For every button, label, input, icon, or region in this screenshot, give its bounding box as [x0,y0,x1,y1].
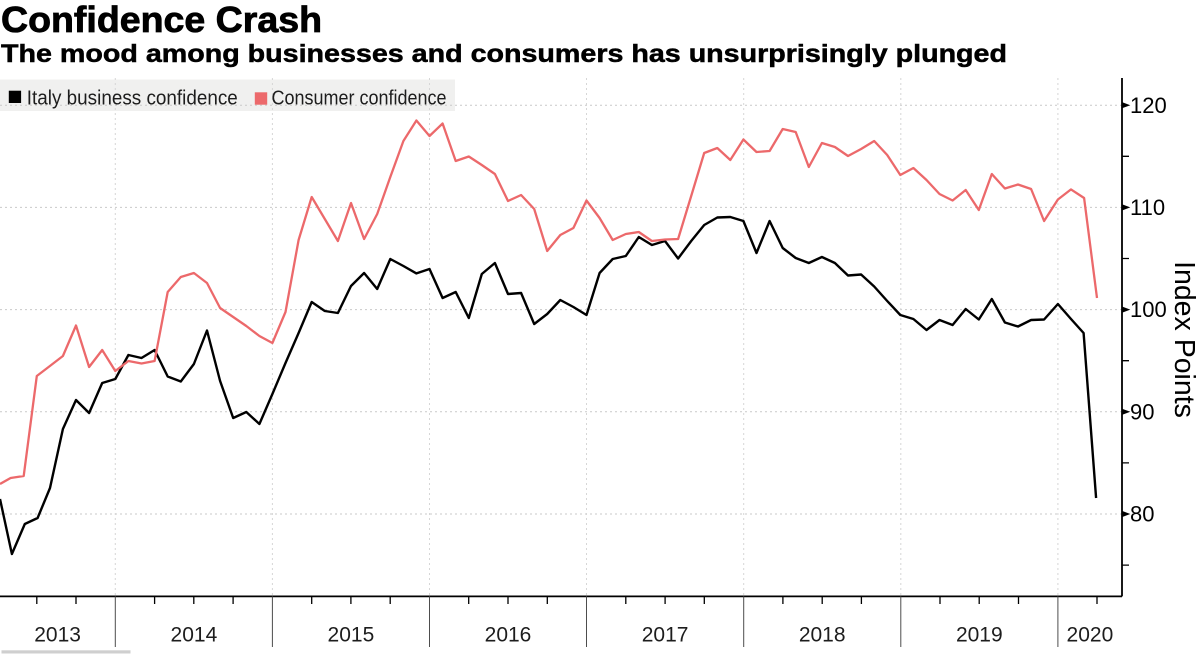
svg-text:110: 110 [1130,195,1165,220]
svg-text:The mood among businesses and: The mood among businesses and consumers … [1,40,1007,68]
svg-text:120: 120 [1130,93,1167,118]
svg-text:2015: 2015 [328,624,375,647]
svg-text:90: 90 [1130,399,1154,424]
svg-text:2019: 2019 [956,624,1003,647]
svg-text:2016: 2016 [485,624,532,647]
svg-text:Italy business confidence: Italy business confidence [27,87,238,109]
svg-text:Index Points: Index Points [1168,261,1198,418]
svg-text:80: 80 [1130,502,1154,527]
svg-text:2013: 2013 [34,624,81,647]
svg-text:2020: 2020 [1067,624,1114,647]
svg-text:Confidence Crash: Confidence Crash [1,0,322,40]
svg-text:2014: 2014 [171,624,218,647]
svg-text:100: 100 [1130,297,1167,322]
svg-text:2018: 2018 [799,624,846,647]
svg-text:Consumer confidence: Consumer confidence [272,87,447,109]
svg-text:2017: 2017 [642,624,689,647]
